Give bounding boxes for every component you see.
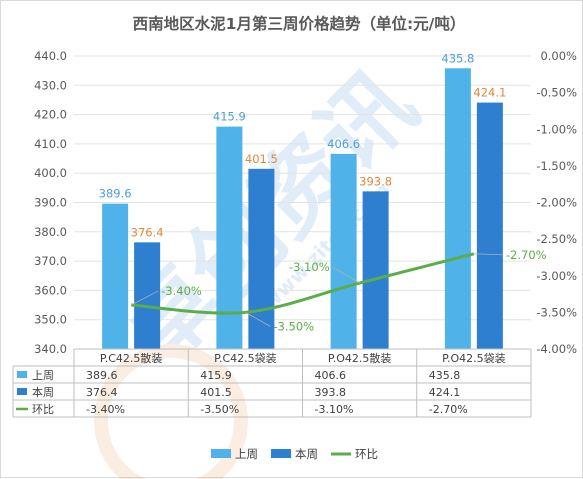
left-tick-label: 410.0: [34, 137, 67, 151]
left-tick-label: 340.0: [34, 342, 67, 356]
table-cell: -2.70%: [429, 403, 468, 416]
left-tick-label: 370.0: [34, 254, 67, 268]
line-value-label: -3.40%: [161, 284, 202, 298]
bar-value-label: 424.1: [473, 86, 506, 100]
bar-上周: [216, 126, 243, 349]
label-leader: [245, 312, 271, 327]
bar-本周: [248, 168, 275, 349]
left-tick-label: 350.0: [34, 313, 67, 327]
bar-value-label: 376.4: [131, 225, 164, 239]
line-series: [131, 252, 475, 315]
left-tick-label: 380.0: [34, 225, 67, 239]
label-leader: [473, 253, 503, 256]
table-row-header: 上周: [32, 369, 54, 382]
legend: 上周 本周 环比: [211, 447, 378, 461]
category-label: P.O42.5袋装: [442, 351, 506, 365]
bar-value-label: 401.5: [245, 152, 278, 166]
table-cell: 435.8: [429, 369, 461, 382]
bar-本周: [134, 242, 161, 349]
line-环比: [131, 252, 475, 315]
table-cell: 393.8: [315, 386, 347, 399]
label-leader: [130, 290, 159, 306]
right-tick-label: -3.00%: [536, 269, 577, 283]
table-swatch: [17, 371, 27, 378]
table-cell: -3.40%: [86, 403, 125, 416]
chart-title: 西南地区水泥1月第三周价格趋势（单位:元/吨）: [133, 14, 466, 33]
left-axis: 440.0 430.0 420.0 410.0 400.0 390.0 380.0 370.0…: [34, 49, 67, 356]
data-labels: 389.6 415.9 406.6 435.8 376.4 401.5 393.8 424.1…: [99, 51, 547, 333]
legend-swatch: [271, 449, 291, 458]
left-tick-label: 440.0: [34, 49, 67, 63]
bar-上周: [330, 153, 357, 349]
bar-value-label: 389.6: [99, 187, 132, 201]
label-leader: [332, 266, 360, 284]
bar-value-label: 406.6: [327, 137, 360, 151]
bar-value-label: 415.9: [213, 110, 246, 124]
category-label: P.O42.5散装: [328, 351, 392, 365]
category-label: P.C42.5散装: [100, 351, 163, 365]
right-tick-label: -2.00%: [536, 196, 577, 210]
table-row-header: 环比: [32, 403, 54, 416]
legend-label: 本周: [295, 447, 318, 461]
left-tick-label: 420.0: [34, 108, 67, 122]
bar-本周: [362, 191, 389, 349]
right-tick-label: -1.00%: [536, 122, 577, 136]
legend-label: 环比: [355, 447, 378, 461]
table-cell: 376.4: [86, 386, 118, 399]
table-cell: 406.6: [315, 369, 347, 382]
legend-swatch: [211, 449, 231, 458]
table-row-header: 本周: [32, 385, 54, 399]
table-cell: 415.9: [200, 369, 232, 382]
bar-value-label: 393.8: [359, 174, 392, 188]
right-tick-label: 0.00%: [540, 49, 577, 63]
bar-value-label: 435.8: [441, 51, 474, 65]
line-value-label: -3.50%: [273, 319, 314, 333]
bar-上周: [444, 68, 471, 349]
right-tick-label: -3.50%: [536, 305, 577, 319]
table-cell: -3.50%: [200, 403, 239, 416]
bar-上周: [102, 203, 129, 349]
line-value-label: -2.70%: [506, 248, 547, 262]
table-cell: 401.5: [200, 386, 232, 399]
left-tick-label: 390.0: [34, 196, 67, 210]
right-tick-label: -2.50%: [536, 232, 577, 246]
right-tick-label: -4.00%: [536, 342, 577, 356]
watermark-logo-arc: [94, 344, 248, 479]
right-tick-label: -0.50%: [536, 86, 577, 100]
table-cell: 424.1: [429, 386, 461, 399]
table-swatch: [17, 388, 27, 395]
right-axis: 0.00% -0.50% -1.00% -1.50% -2.00% -2.50% -3.00…: [536, 49, 577, 356]
line-value-label: -3.10%: [289, 260, 330, 274]
left-tick-label: 400.0: [34, 166, 67, 180]
bar-本周: [476, 102, 503, 349]
right-tick-label: -1.50%: [536, 159, 577, 173]
legend-label: 上周: [235, 447, 258, 461]
table-cell: 389.6: [86, 369, 118, 382]
left-tick-label: 430.0: [34, 78, 67, 92]
table-cell: -3.10%: [315, 403, 354, 416]
left-tick-label: 360.0: [34, 283, 67, 297]
category-label: P.C42.5袋装: [214, 351, 277, 365]
